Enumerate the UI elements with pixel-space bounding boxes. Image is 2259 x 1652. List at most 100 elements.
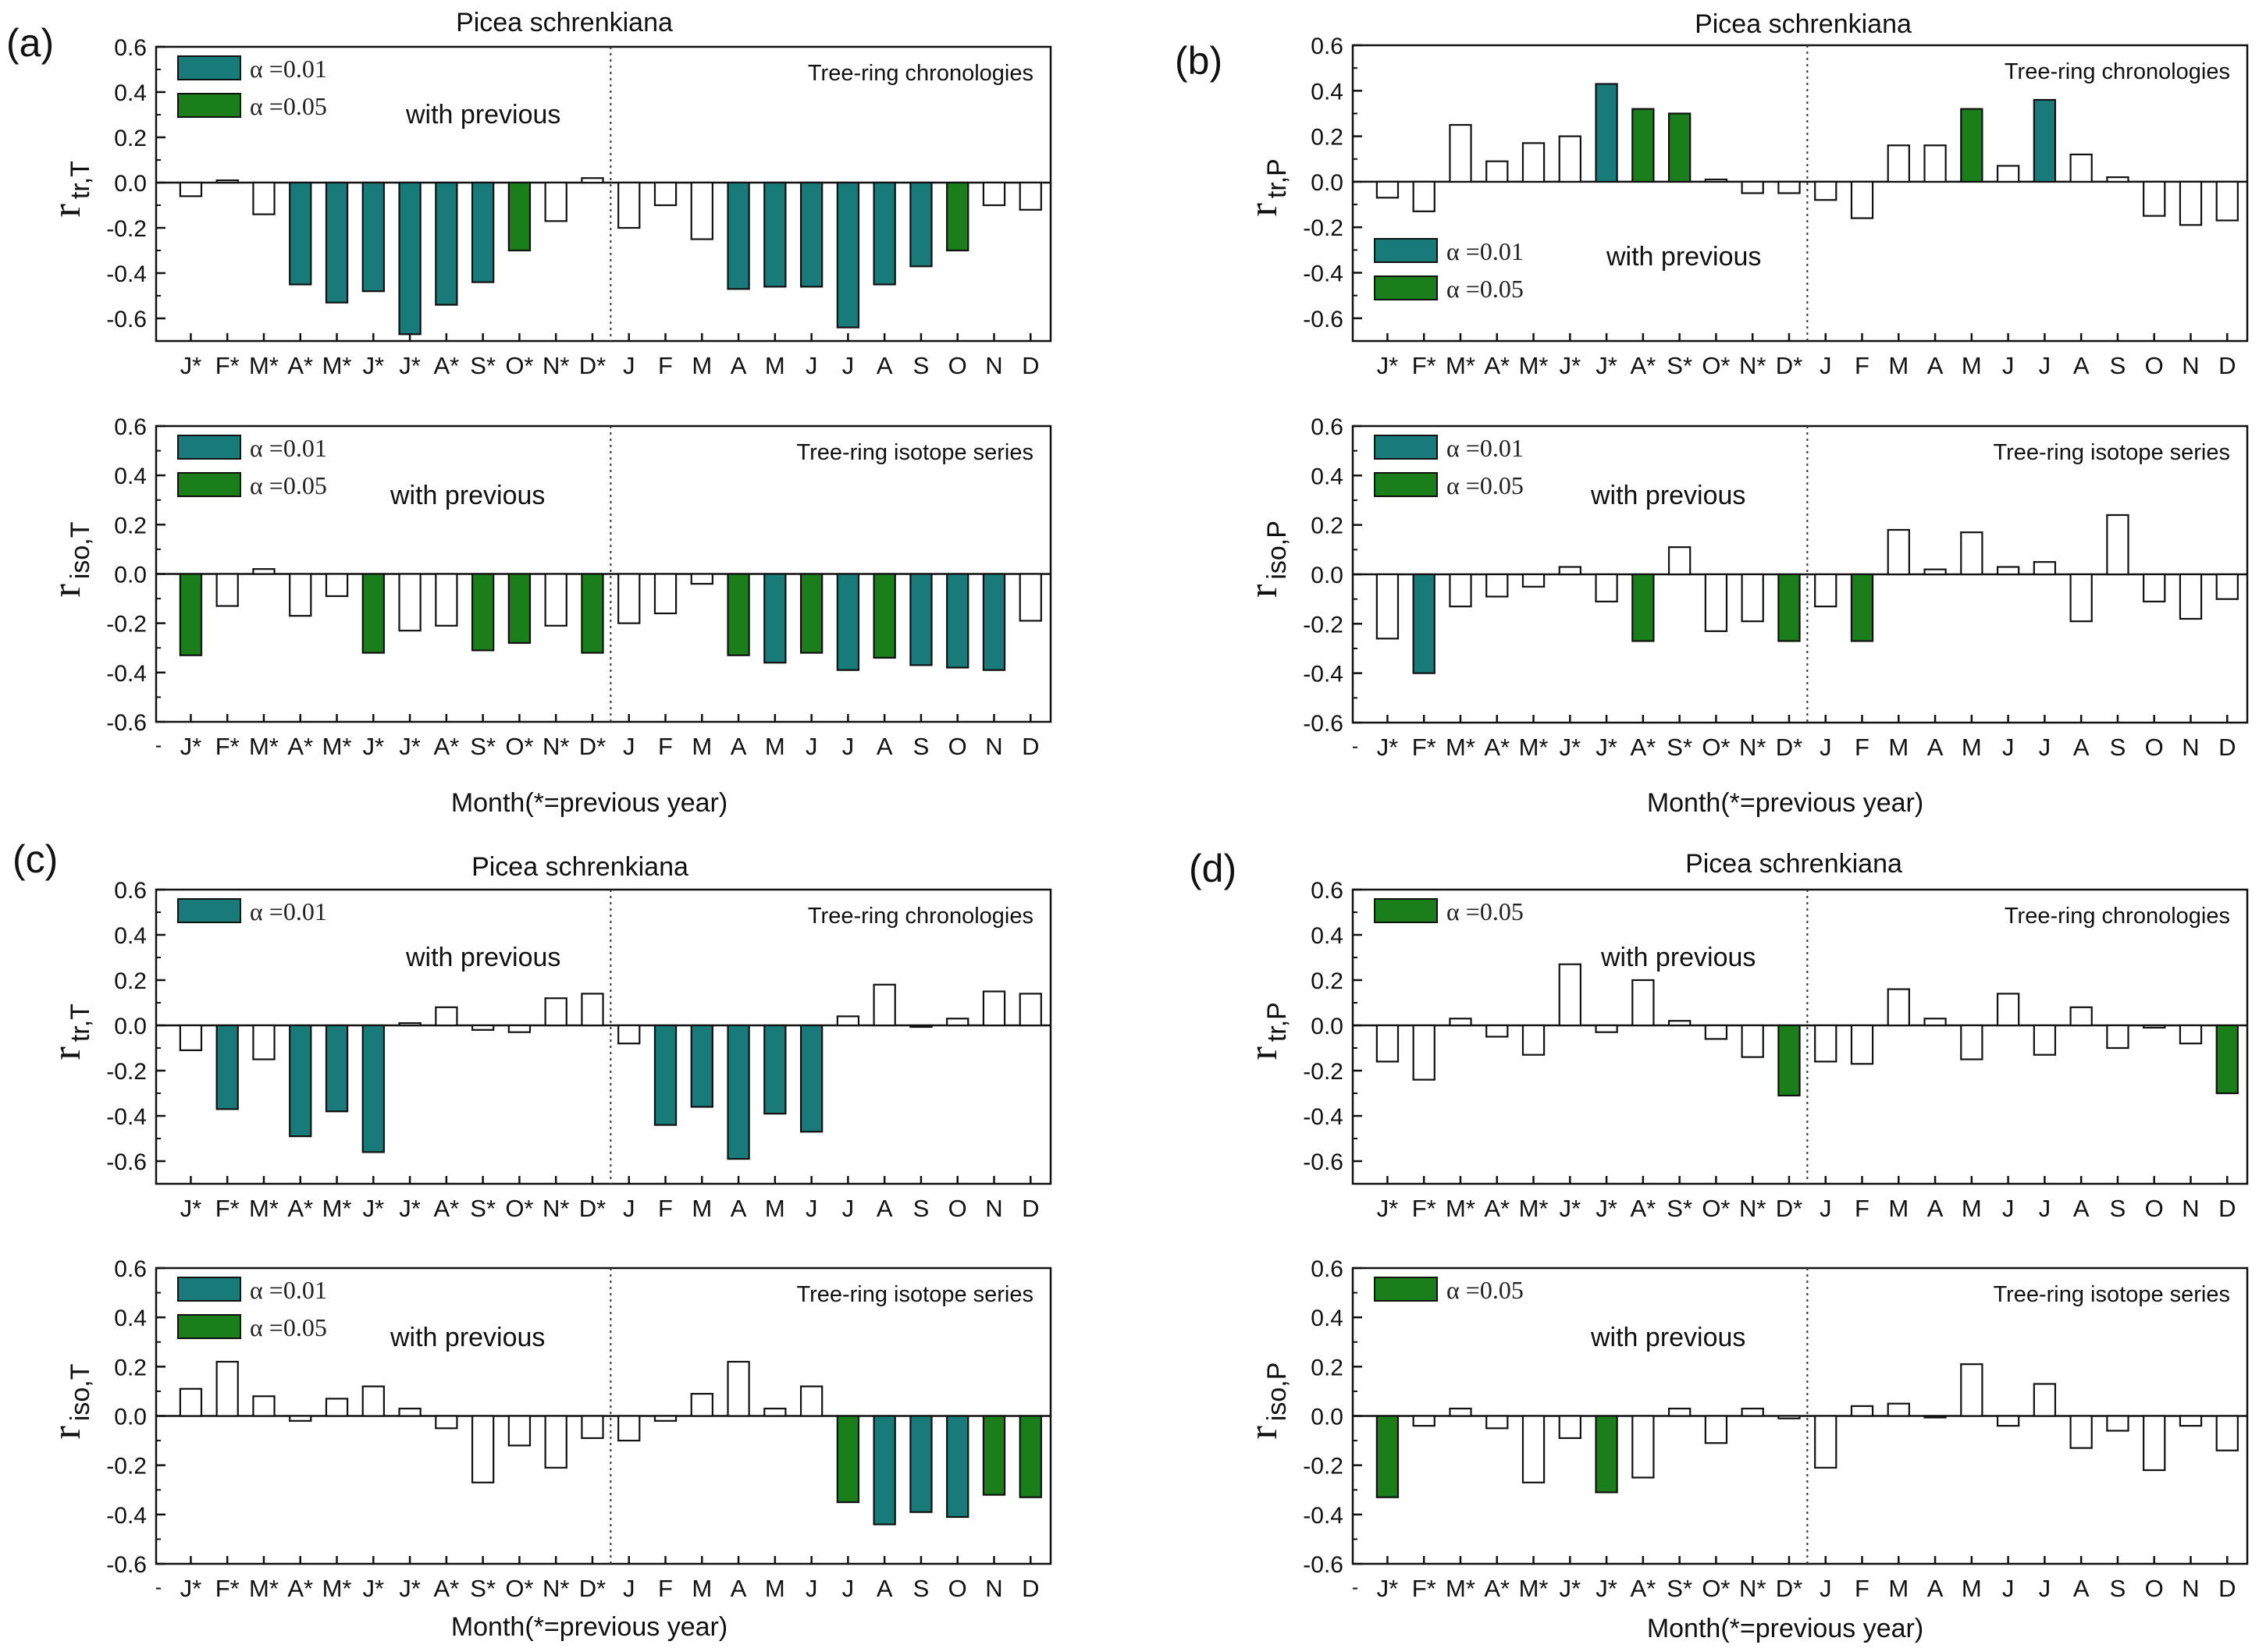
bar-b2-23 (2215, 573, 2239, 600)
month-label: J* (1560, 734, 1581, 761)
panel-label: (b) (1175, 39, 1222, 83)
y-tick-label: -0.2 (106, 1454, 147, 1480)
month-label: N* (543, 1195, 569, 1222)
month-label: O* (1702, 734, 1730, 761)
y-tick-label: 0.6 (114, 878, 147, 904)
month-label: A* (1484, 352, 1510, 379)
month-label: A (731, 352, 747, 379)
month-label: N* (1739, 1575, 1766, 1602)
month-label: J* (1596, 1195, 1617, 1222)
legend-label: α =0.01 (250, 55, 327, 83)
month-label: N* (543, 352, 569, 379)
legend-swatch-05 (177, 93, 241, 118)
bar-a2-18 (836, 573, 860, 671)
bar-c2-14 (690, 1392, 713, 1417)
month-label: F (658, 352, 673, 379)
bar-c2-20 (909, 1415, 933, 1513)
y-tick-label: -0.2 (106, 1059, 147, 1085)
y-tick-label: 0.0 (114, 171, 147, 197)
bar-c1-21 (946, 1018, 969, 1027)
bar-d1-16 (1960, 1024, 1983, 1060)
bar-b2-21 (2143, 573, 2166, 602)
month-label: A (2073, 1195, 2090, 1222)
bar-a1-13 (653, 181, 678, 207)
month-label: J (842, 1195, 855, 1222)
bar-c1-22 (982, 990, 1006, 1027)
y-tick-label: 0.0 (114, 1014, 147, 1039)
month-label: A (877, 733, 893, 760)
month-label: M (1962, 1575, 1982, 1602)
month-label: D (1022, 352, 1039, 379)
y-tick-label: 0.2 (1311, 513, 1343, 539)
bar-d2-21 (2143, 1415, 2166, 1472)
bar-c2-2 (252, 1395, 276, 1417)
bar-a2-23 (1019, 573, 1042, 622)
bar-c2-18 (836, 1415, 860, 1504)
bar-d1-9 (1704, 1024, 1728, 1040)
bar-c1-0 (179, 1024, 203, 1051)
series-label: Tree-ring isotope series (796, 1282, 1033, 1307)
month-label: A* (1484, 734, 1510, 761)
bar-d1-19 (2069, 1006, 2093, 1027)
month-label: M (1888, 734, 1909, 761)
bar-d1-14 (1887, 988, 1910, 1027)
month-label: M* (322, 1195, 352, 1222)
month-label: M (1962, 734, 1982, 761)
month-label: J (1820, 1575, 1832, 1602)
bar-d1-7 (1631, 979, 1655, 1027)
month-label: D (2218, 1195, 2236, 1222)
bar-c1-10 (544, 997, 567, 1027)
month-label: A* (433, 733, 459, 760)
month-label: M* (249, 352, 279, 379)
bar-c1-2 (252, 1024, 276, 1060)
bar-b1-20 (2106, 176, 2129, 183)
month-label: J (842, 733, 855, 760)
month-label: N (2182, 1195, 2199, 1222)
month-label: F* (215, 733, 240, 760)
y-tick-label: 0.2 (1311, 968, 1343, 994)
month-label: F (1855, 1195, 1869, 1222)
month-label: J* (363, 1575, 385, 1602)
bar-d1-8 (1667, 1020, 1692, 1027)
y-tick-label: -0.2 (1303, 1059, 1343, 1085)
bar-b2-17 (1996, 566, 2020, 576)
bar-a1-9 (507, 181, 532, 252)
month-label: M (1962, 1195, 1982, 1222)
y-tick-label: 0.4 (1311, 464, 1343, 489)
month-label: D* (1776, 1195, 1802, 1222)
y-tick-label: -0.4 (1303, 1104, 1343, 1130)
bar-c2-9 (507, 1415, 532, 1447)
month-label: M* (322, 733, 352, 760)
bar-b1-3 (1485, 160, 1509, 183)
y-tick-label: -0.2 (1303, 612, 1343, 638)
month-label: O* (1702, 1195, 1730, 1222)
month-label: S* (1667, 734, 1692, 761)
bar-c2-12 (617, 1415, 641, 1442)
month-label: A (731, 1575, 747, 1602)
month-label: J* (399, 1195, 421, 1222)
bar-b1-9 (1704, 178, 1728, 183)
y-axis-label: rtr,P (1241, 1002, 1292, 1060)
bar-b1-5 (1558, 135, 1581, 183)
bar-a1-15 (727, 181, 750, 290)
month-label: M (692, 733, 712, 760)
panel-c1: 0.6 0.4 0.2 0.0 -0.2 -0.4 -0.6 J* F* M* A* M* J* J* A*… (12, 837, 1052, 1222)
y-tick-label: 0.4 (1311, 1306, 1343, 1331)
bar-c2-8 (471, 1415, 495, 1483)
bar-c1-3 (289, 1024, 312, 1138)
y-axis-label: rtr,T (44, 1004, 95, 1060)
chart-title: Picea schrenkiana (471, 852, 688, 882)
month-label: F (658, 733, 673, 760)
bar-c2-17 (799, 1385, 824, 1417)
bar-b1-23 (2215, 180, 2239, 222)
month-label: S* (1667, 1575, 1692, 1602)
bar-b2-22 (2179, 573, 2203, 620)
annotation-with-previous: with previous (405, 943, 560, 972)
bar-d1-15 (1923, 1018, 1947, 1027)
y-tick-label: -0.4 (1303, 1503, 1343, 1529)
legend-label: α =0.05 (1446, 275, 1524, 303)
bar-c1-8 (471, 1024, 495, 1031)
plot-frame (1351, 888, 2249, 1185)
legend-swatch-05 (1374, 898, 1438, 923)
month-label: J* (399, 352, 421, 379)
